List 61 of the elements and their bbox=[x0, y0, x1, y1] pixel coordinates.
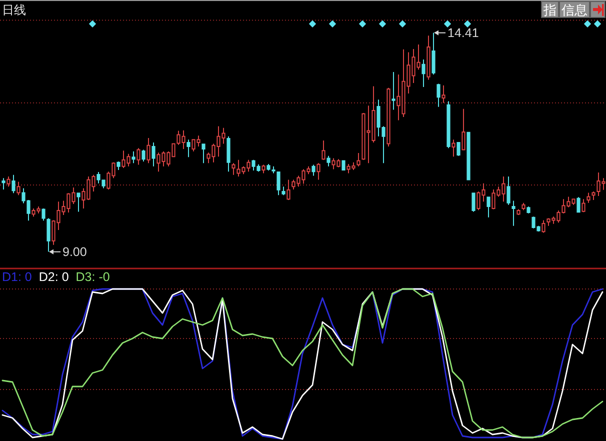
button: 信息 bbox=[559, 1, 590, 18]
candlestick bbox=[262, 164, 266, 174]
candlestick bbox=[582, 198, 586, 213]
candlestick bbox=[286, 179, 290, 200]
candlestick bbox=[486, 196, 490, 218]
candlestick bbox=[186, 139, 190, 158]
candlestick bbox=[446, 100, 450, 149]
text: D2: 0 bbox=[38, 270, 69, 284]
candlestick bbox=[456, 142, 460, 156]
candlestick bbox=[342, 160, 346, 171]
candlestick bbox=[432, 32, 436, 75]
candlestick bbox=[202, 143, 206, 164]
candlestick bbox=[462, 108, 466, 150]
candlestick bbox=[506, 176, 510, 206]
candlestick bbox=[392, 72, 396, 110]
chart-title: 日线 bbox=[2, 3, 26, 17]
button: 指 bbox=[541, 1, 559, 18]
candlestick bbox=[12, 174, 16, 194]
candlestick bbox=[266, 163, 270, 171]
candlestick bbox=[132, 150, 136, 164]
candlestick bbox=[116, 161, 120, 171]
candlestick bbox=[152, 142, 156, 167]
candlestick bbox=[2, 178, 6, 190]
candlestick bbox=[146, 138, 150, 164]
candlestick bbox=[472, 192, 476, 212]
candlestick bbox=[232, 162, 236, 176]
candlestick bbox=[226, 136, 230, 172]
candlestick bbox=[46, 218, 50, 252]
candlestick bbox=[522, 202, 526, 211]
candlestick bbox=[386, 87, 390, 148]
candlestick bbox=[326, 155, 330, 167]
candlestick bbox=[586, 192, 590, 204]
candlestick bbox=[76, 192, 80, 212]
candlestick bbox=[466, 131, 470, 180]
annotation: 9.00 bbox=[62, 244, 87, 259]
candlestick bbox=[316, 162, 320, 180]
text: D3: -0 bbox=[76, 270, 110, 284]
candlestick bbox=[42, 208, 46, 222]
candlestick bbox=[516, 208, 520, 216]
candlestick bbox=[272, 166, 276, 174]
candlestick bbox=[6, 176, 10, 188]
candlestick bbox=[426, 35, 430, 80]
candlestick bbox=[16, 181, 20, 196]
candlestick bbox=[136, 148, 140, 166]
candlestick bbox=[592, 190, 596, 200]
candlestick bbox=[442, 84, 446, 104]
candlestick bbox=[452, 139, 456, 158]
candlestick bbox=[542, 220, 546, 234]
candlestick bbox=[282, 186, 286, 196]
annotation: 14.41 bbox=[448, 26, 479, 40]
candlestick bbox=[356, 152, 360, 167]
candlestick bbox=[436, 83, 440, 108]
candlestick bbox=[276, 171, 280, 196]
candlestick bbox=[312, 164, 316, 176]
candlestick bbox=[142, 149, 146, 162]
candlestick bbox=[526, 206, 530, 214]
candlestick bbox=[322, 140, 326, 160]
text: D1: 0 bbox=[2, 270, 32, 284]
candlestick bbox=[576, 196, 580, 214]
candlestick bbox=[512, 200, 516, 226]
candlestick bbox=[422, 59, 426, 88]
